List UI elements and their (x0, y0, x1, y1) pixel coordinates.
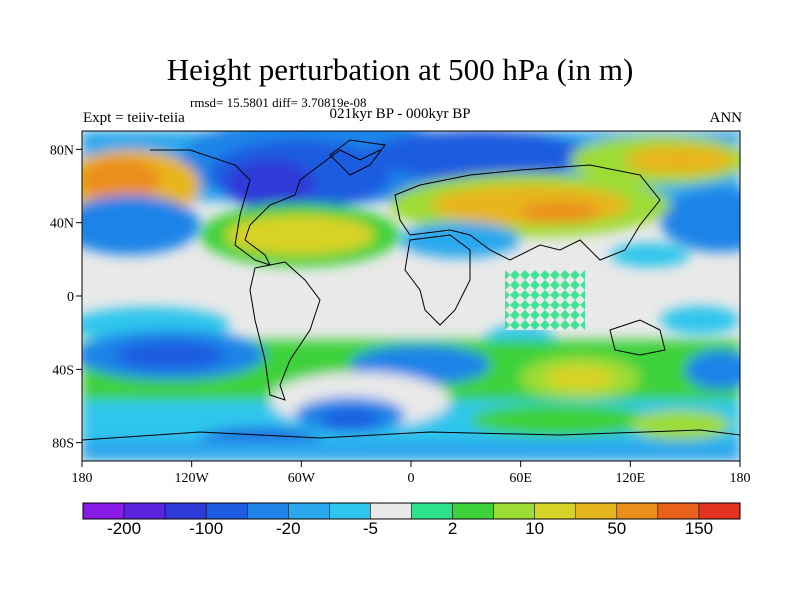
colorbar-label: 10 (525, 519, 544, 538)
colorbar-swatch (370, 502, 412, 520)
colorbar-label: 50 (607, 519, 626, 538)
lat-tick-label: 80N (50, 143, 74, 158)
experiment-label: Expt = teiiv-teiia (83, 110, 185, 126)
colorbar-label: 150 (685, 519, 713, 538)
colorbar-swatch (452, 502, 494, 520)
map-title: Height perturbation at 500 hPa (in m) (166, 52, 634, 87)
colorbar-label: -100 (189, 519, 223, 538)
colorbar-swatch (493, 502, 535, 520)
longitude-ticks: 180 120W 60W 0 60E 120E 180 (72, 461, 751, 486)
lon-tick-label: 180 (730, 471, 751, 486)
colorbar-swatch (205, 502, 248, 520)
lon-tick-label: 180 (72, 471, 93, 486)
colorbar-swatch (329, 502, 371, 520)
colorbar-swatch (164, 502, 207, 520)
lon-tick-label: 120E (616, 471, 646, 486)
lat-tick-label: 0 (67, 290, 74, 305)
colorbar-label: -20 (276, 519, 301, 538)
lon-tick-label: 60W (288, 471, 316, 486)
colorbar-swatch (82, 502, 125, 520)
lon-tick-label: 60E (509, 471, 532, 486)
height-field (82, 131, 740, 461)
lat-tick-label: 40N (50, 217, 74, 232)
period-label: 021kyr BP - 000kyr BP (329, 106, 471, 122)
colorbar-label: -200 (107, 519, 141, 538)
colorbar-swatch (123, 502, 166, 520)
lat-tick-label: 80S (52, 437, 74, 452)
colorbar-swatch (288, 502, 330, 520)
season-label: ANN (709, 110, 743, 126)
colorbar-label: -5 (363, 519, 378, 538)
lat-tick-label: 40S (52, 363, 74, 378)
colorbar-swatch (657, 502, 700, 520)
lon-tick-label: 0 (408, 471, 415, 486)
lon-tick-label: 120W (175, 471, 210, 486)
latitude-ticks: 80N 40N 0 40S 80S (50, 143, 82, 452)
colorbar-swatch (411, 502, 453, 520)
colorbar: -200 -100 -20 -5 2 10 50 150 (82, 502, 741, 538)
coastlines (82, 139, 740, 441)
colorbar-swatch (575, 502, 618, 520)
colorbar-swatch (698, 502, 741, 520)
colorbar-label: 2 (448, 519, 457, 538)
colorbar-swatch (247, 502, 289, 520)
stats-line: rmsd= 15.5801 diff= 3.70819e-08 (190, 95, 367, 110)
colorbar-swatch (534, 502, 576, 520)
colorbar-swatch (616, 502, 659, 520)
